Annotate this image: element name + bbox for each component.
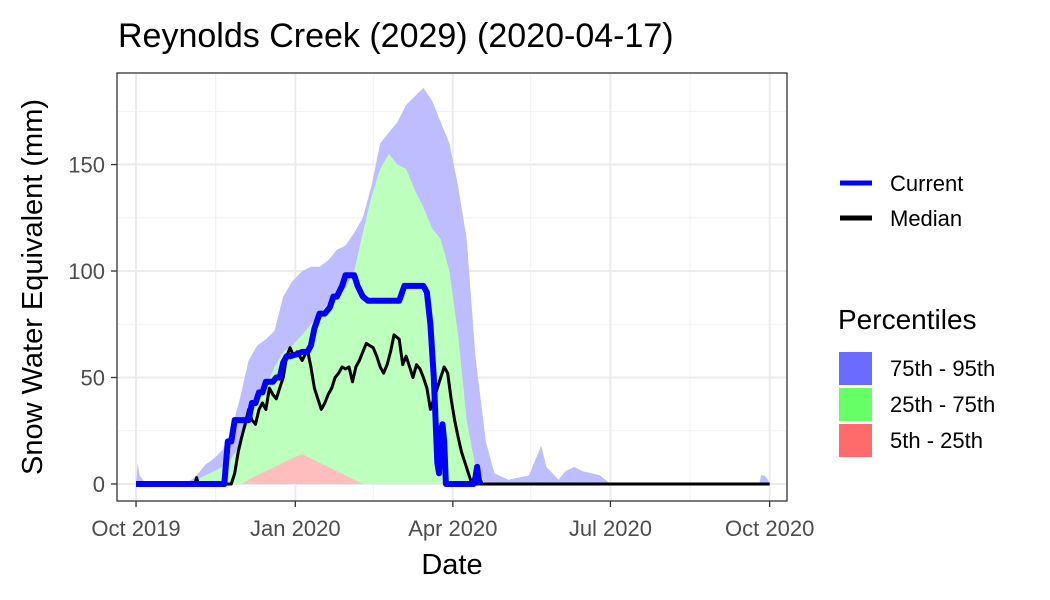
x-tick-label: Jul 2020 [569, 516, 652, 541]
series-lines [136, 272, 770, 487]
x-axis-title: Date [421, 549, 482, 581]
legend-p25-75-swatch [839, 388, 872, 421]
y-axis: 0 50 100 150 [68, 153, 117, 497]
y-tick-label: 0 [93, 472, 105, 497]
legend-current-label: Current [890, 171, 963, 196]
y-tick-label: 150 [68, 153, 105, 178]
legend-p25-75-label: 25th - 75th [890, 392, 995, 417]
plot-border [116, 72, 788, 502]
legend-median-label: Median [890, 206, 962, 231]
legend: Current Median Percentiles 75th - 95th 2… [838, 171, 995, 457]
y-axis-title: Snow Water Equivalent (mm) [17, 99, 49, 475]
x-tick-label: Oct 2020 [725, 516, 814, 541]
x-axis: Oct 2019 Jan 2020 Apr 2020 Jul 2020 Oct 2020 [91, 501, 814, 541]
chart-title: Reynolds Creek (2029) (2020-04-17) [118, 17, 674, 55]
x-tick-label: Apr 2020 [408, 516, 497, 541]
legend-percentiles-title: Percentiles [838, 304, 977, 335]
legend-p5-25-label: 5th - 25th [890, 428, 983, 453]
series-current-line [136, 272, 484, 487]
legend-p5-25-swatch [839, 424, 872, 457]
legend-p75-95-swatch [839, 352, 872, 385]
y-tick-label: 50 [81, 365, 105, 390]
band-p5 [136, 454, 770, 484]
x-tick-label: Jan 2020 [250, 516, 341, 541]
band-p75 [136, 153, 770, 484]
plot-area [116, 72, 788, 502]
legend-p75-95-label: 75th - 95th [890, 356, 995, 381]
percentile-bands [136, 87, 770, 485]
y-tick-label: 100 [68, 259, 105, 284]
x-tick-label: Oct 2019 [91, 516, 180, 541]
